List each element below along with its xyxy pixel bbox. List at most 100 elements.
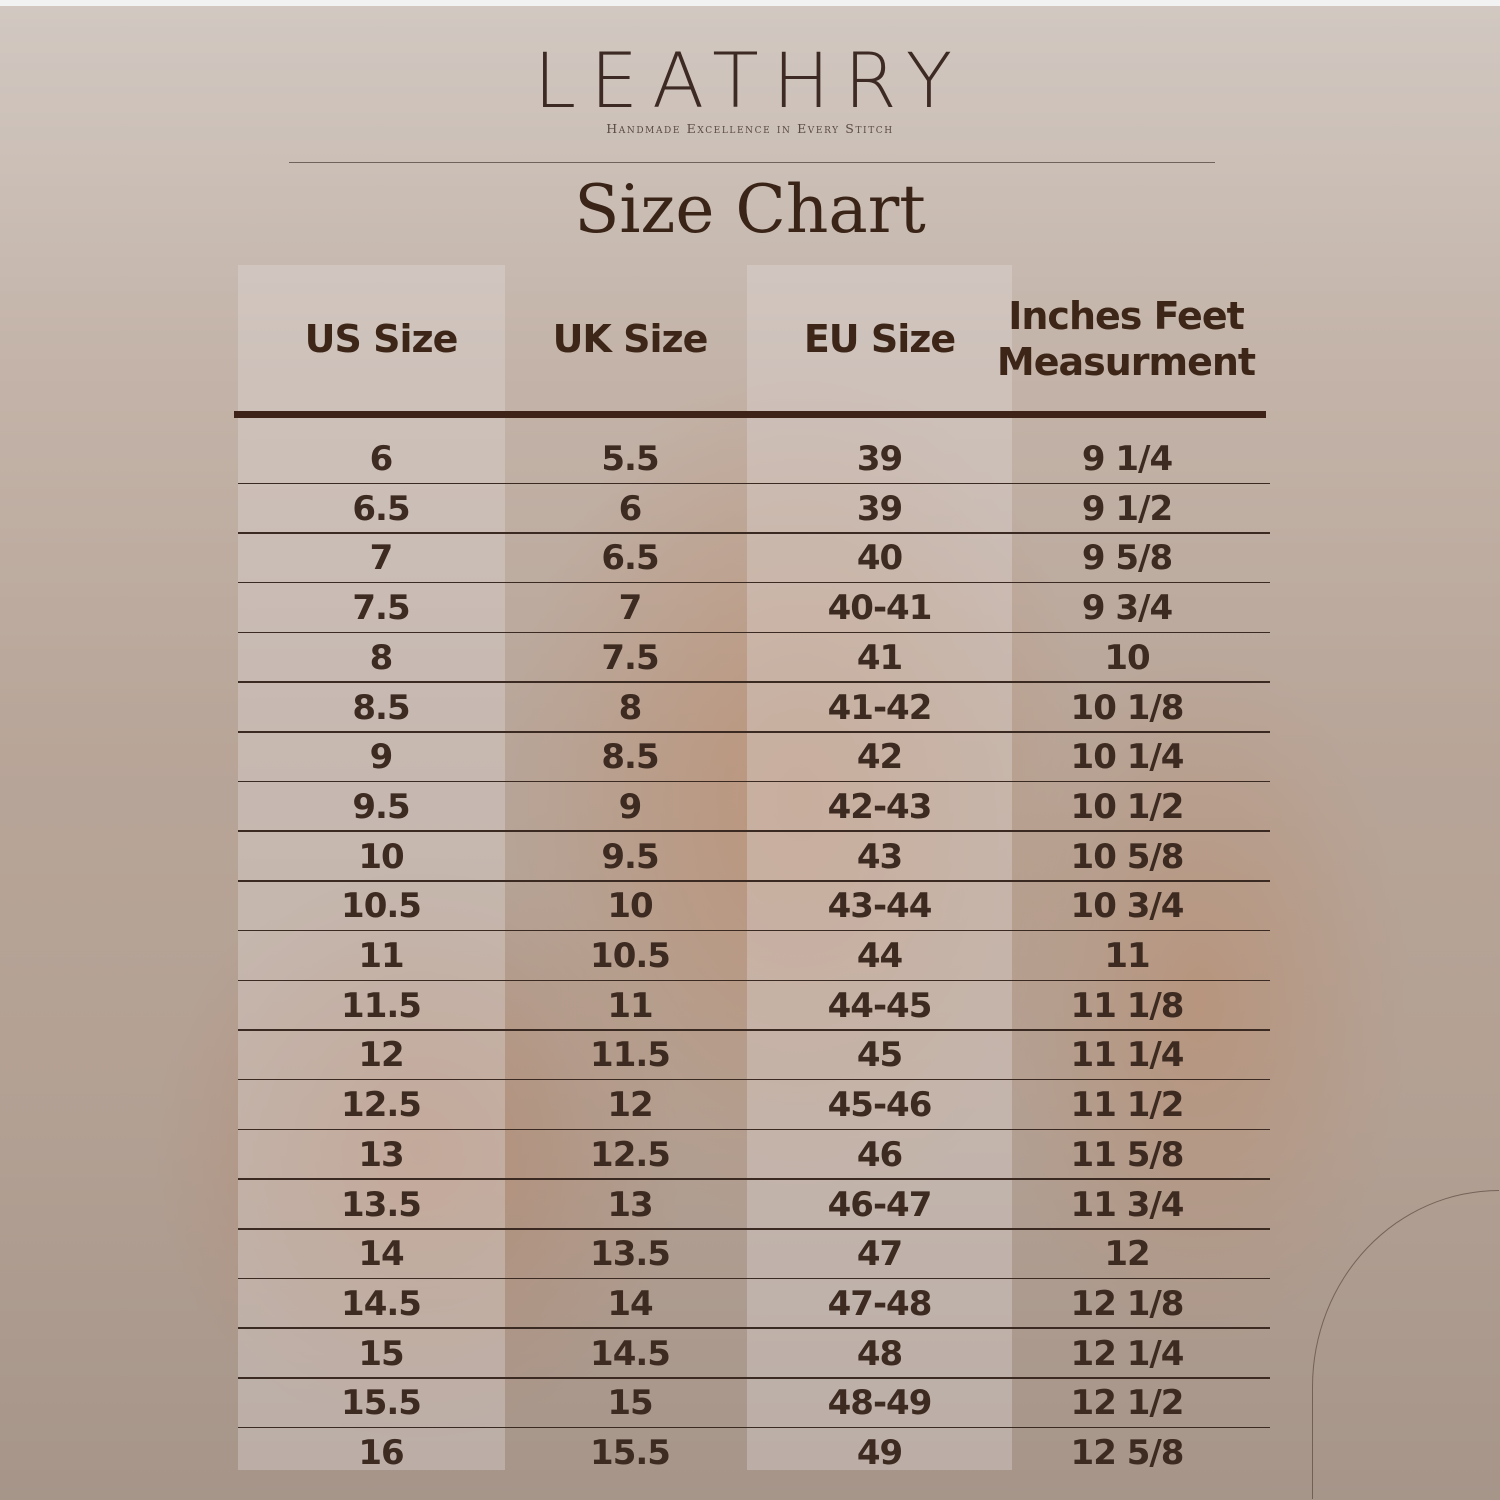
cell-eu-size: 40 [856, 538, 903, 579]
table-row: 8 7.5 41 10 [238, 633, 1270, 683]
table-row: 10 9.5 43 10 5/8 [238, 832, 1270, 882]
table-row: 12 11.5 45 11 1/4 [238, 1030, 1270, 1081]
table-row: 14 13.5 47 12 [238, 1229, 1270, 1280]
cell-us-size: 9.5 [352, 786, 410, 827]
cell-uk-size: 12.5 [590, 1134, 671, 1175]
cell-eu-size: 41-42 [827, 687, 933, 728]
table-row: 13 12.5 46 11 5/8 [238, 1130, 1270, 1180]
row-divider [238, 1426, 1270, 1429]
top-border [0, 0, 1500, 6]
row-divider [238, 1178, 1270, 1180]
row-divider [238, 532, 1270, 534]
cell-eu-size: 43 [856, 836, 903, 877]
cell-inches: 9 3/4 [1081, 588, 1173, 629]
cell-us-size: 11 [358, 936, 404, 976]
cell-uk-size: 6.5 [601, 538, 659, 579]
row-divider [238, 780, 1270, 783]
cell-inches: 12 [1104, 1234, 1150, 1275]
brand-tagline: Handmade Excellence in Every Stitch [606, 121, 894, 136]
table-row: 7 6.5 40 9 5/8 [238, 533, 1270, 584]
table-row: 10.5 10 43-44 10 3/4 [238, 881, 1270, 932]
cell-inches: 12 1/2 [1070, 1383, 1185, 1424]
cell-inches: 12 5/8 [1070, 1433, 1185, 1473]
cell-us-size: 10 [358, 836, 404, 877]
table-row: 11.5 11 44-45 11 1/8 [238, 981, 1270, 1031]
cell-eu-size: 42 [856, 737, 903, 778]
row-divider [238, 1029, 1270, 1031]
cell-us-size: 6 [369, 439, 394, 479]
cell-eu-size: 44 [856, 936, 903, 976]
cell-us-size: 15.5 [341, 1383, 422, 1424]
table-row: 14.5 14 47-48 12 1/8 [238, 1279, 1270, 1329]
cell-eu-size: 47 [856, 1234, 903, 1275]
cell-uk-size: 7 [618, 588, 643, 629]
cell-us-size: 11.5 [341, 985, 422, 1026]
divider [289, 162, 1215, 163]
cell-us-size: 7 [369, 538, 394, 579]
header-uk-size: UK Size [552, 317, 709, 361]
cell-uk-size: 13.5 [590, 1234, 671, 1275]
cell-uk-size: 9 [618, 786, 643, 827]
cell-eu-size: 43-44 [827, 886, 933, 927]
cell-inches: 10 1/2 [1070, 786, 1185, 827]
cell-eu-size: 46 [856, 1134, 903, 1175]
cell-inches: 11 1/8 [1070, 985, 1185, 1026]
row-divider [238, 830, 1270, 832]
cell-inches: 10 3/4 [1070, 886, 1185, 927]
cell-eu-size: 45 [856, 1035, 903, 1076]
row-divider [238, 1078, 1270, 1081]
cell-inches: 12 1/4 [1070, 1333, 1185, 1374]
cell-eu-size: 42-43 [827, 786, 933, 827]
row-divider [238, 1277, 1270, 1280]
cell-inches: 11 1/2 [1070, 1085, 1185, 1126]
cell-uk-size: 6 [618, 488, 643, 529]
brand-logo: LEATHRY [533, 36, 967, 125]
cell-eu-size: 39 [856, 439, 903, 479]
cell-eu-size: 45-46 [827, 1085, 933, 1126]
cell-uk-size: 9.5 [601, 836, 659, 877]
row-divider [238, 880, 1270, 882]
cell-uk-size: 14.5 [590, 1333, 671, 1374]
cell-inches: 9 1/2 [1081, 488, 1173, 529]
cell-us-size: 8 [369, 637, 394, 678]
cell-uk-size: 15 [607, 1383, 653, 1424]
cell-inches: 10 [1104, 637, 1150, 678]
cell-us-size: 14.5 [341, 1283, 422, 1324]
cell-us-size: 12 [358, 1035, 404, 1076]
table-row: 9.5 9 42-43 10 1/2 [238, 782, 1270, 832]
table-row: 11 10.5 44 11 [238, 931, 1270, 981]
row-divider [238, 929, 1270, 932]
header-divider [234, 411, 1266, 418]
table-row: 15.5 15 48-49 12 1/2 [238, 1378, 1270, 1429]
cell-us-size: 13.5 [341, 1184, 422, 1225]
cell-eu-size: 39 [856, 488, 903, 529]
cell-us-size: 14 [358, 1234, 404, 1275]
cell-eu-size: 41 [856, 637, 903, 678]
cell-uk-size: 11.5 [590, 1035, 671, 1076]
cell-eu-size: 48 [856, 1333, 903, 1374]
cell-eu-size: 49 [856, 1433, 903, 1473]
page-title: Size Chart [574, 171, 926, 248]
row-divider [238, 979, 1270, 981]
cell-uk-size: 12 [607, 1085, 653, 1126]
cell-us-size: 16 [358, 1433, 404, 1473]
column-shade-eu [747, 265, 1012, 1470]
cell-eu-size: 40-41 [827, 588, 933, 629]
table-row: 16 15.5 49 12 5/8 [238, 1428, 1270, 1478]
cell-us-size: 10.5 [341, 886, 422, 927]
row-divider [238, 482, 1270, 484]
cell-uk-size: 7.5 [601, 637, 659, 678]
table-row: 9 8.5 42 10 1/4 [238, 732, 1270, 783]
cell-eu-size: 44-45 [827, 985, 933, 1026]
table-row: 13.5 13 46-47 11 3/4 [238, 1180, 1270, 1230]
cell-uk-size: 8.5 [601, 737, 659, 778]
header-us-size: US Size [304, 317, 459, 361]
table-row: 15 14.5 48 12 1/4 [238, 1329, 1270, 1379]
cell-uk-size: 11 [607, 985, 653, 1026]
cell-inches: 9 1/4 [1081, 439, 1173, 479]
cell-inches: 11 [1104, 936, 1150, 976]
cell-us-size: 15 [358, 1333, 404, 1374]
row-divider [238, 581, 1270, 584]
cell-uk-size: 15.5 [590, 1433, 671, 1473]
